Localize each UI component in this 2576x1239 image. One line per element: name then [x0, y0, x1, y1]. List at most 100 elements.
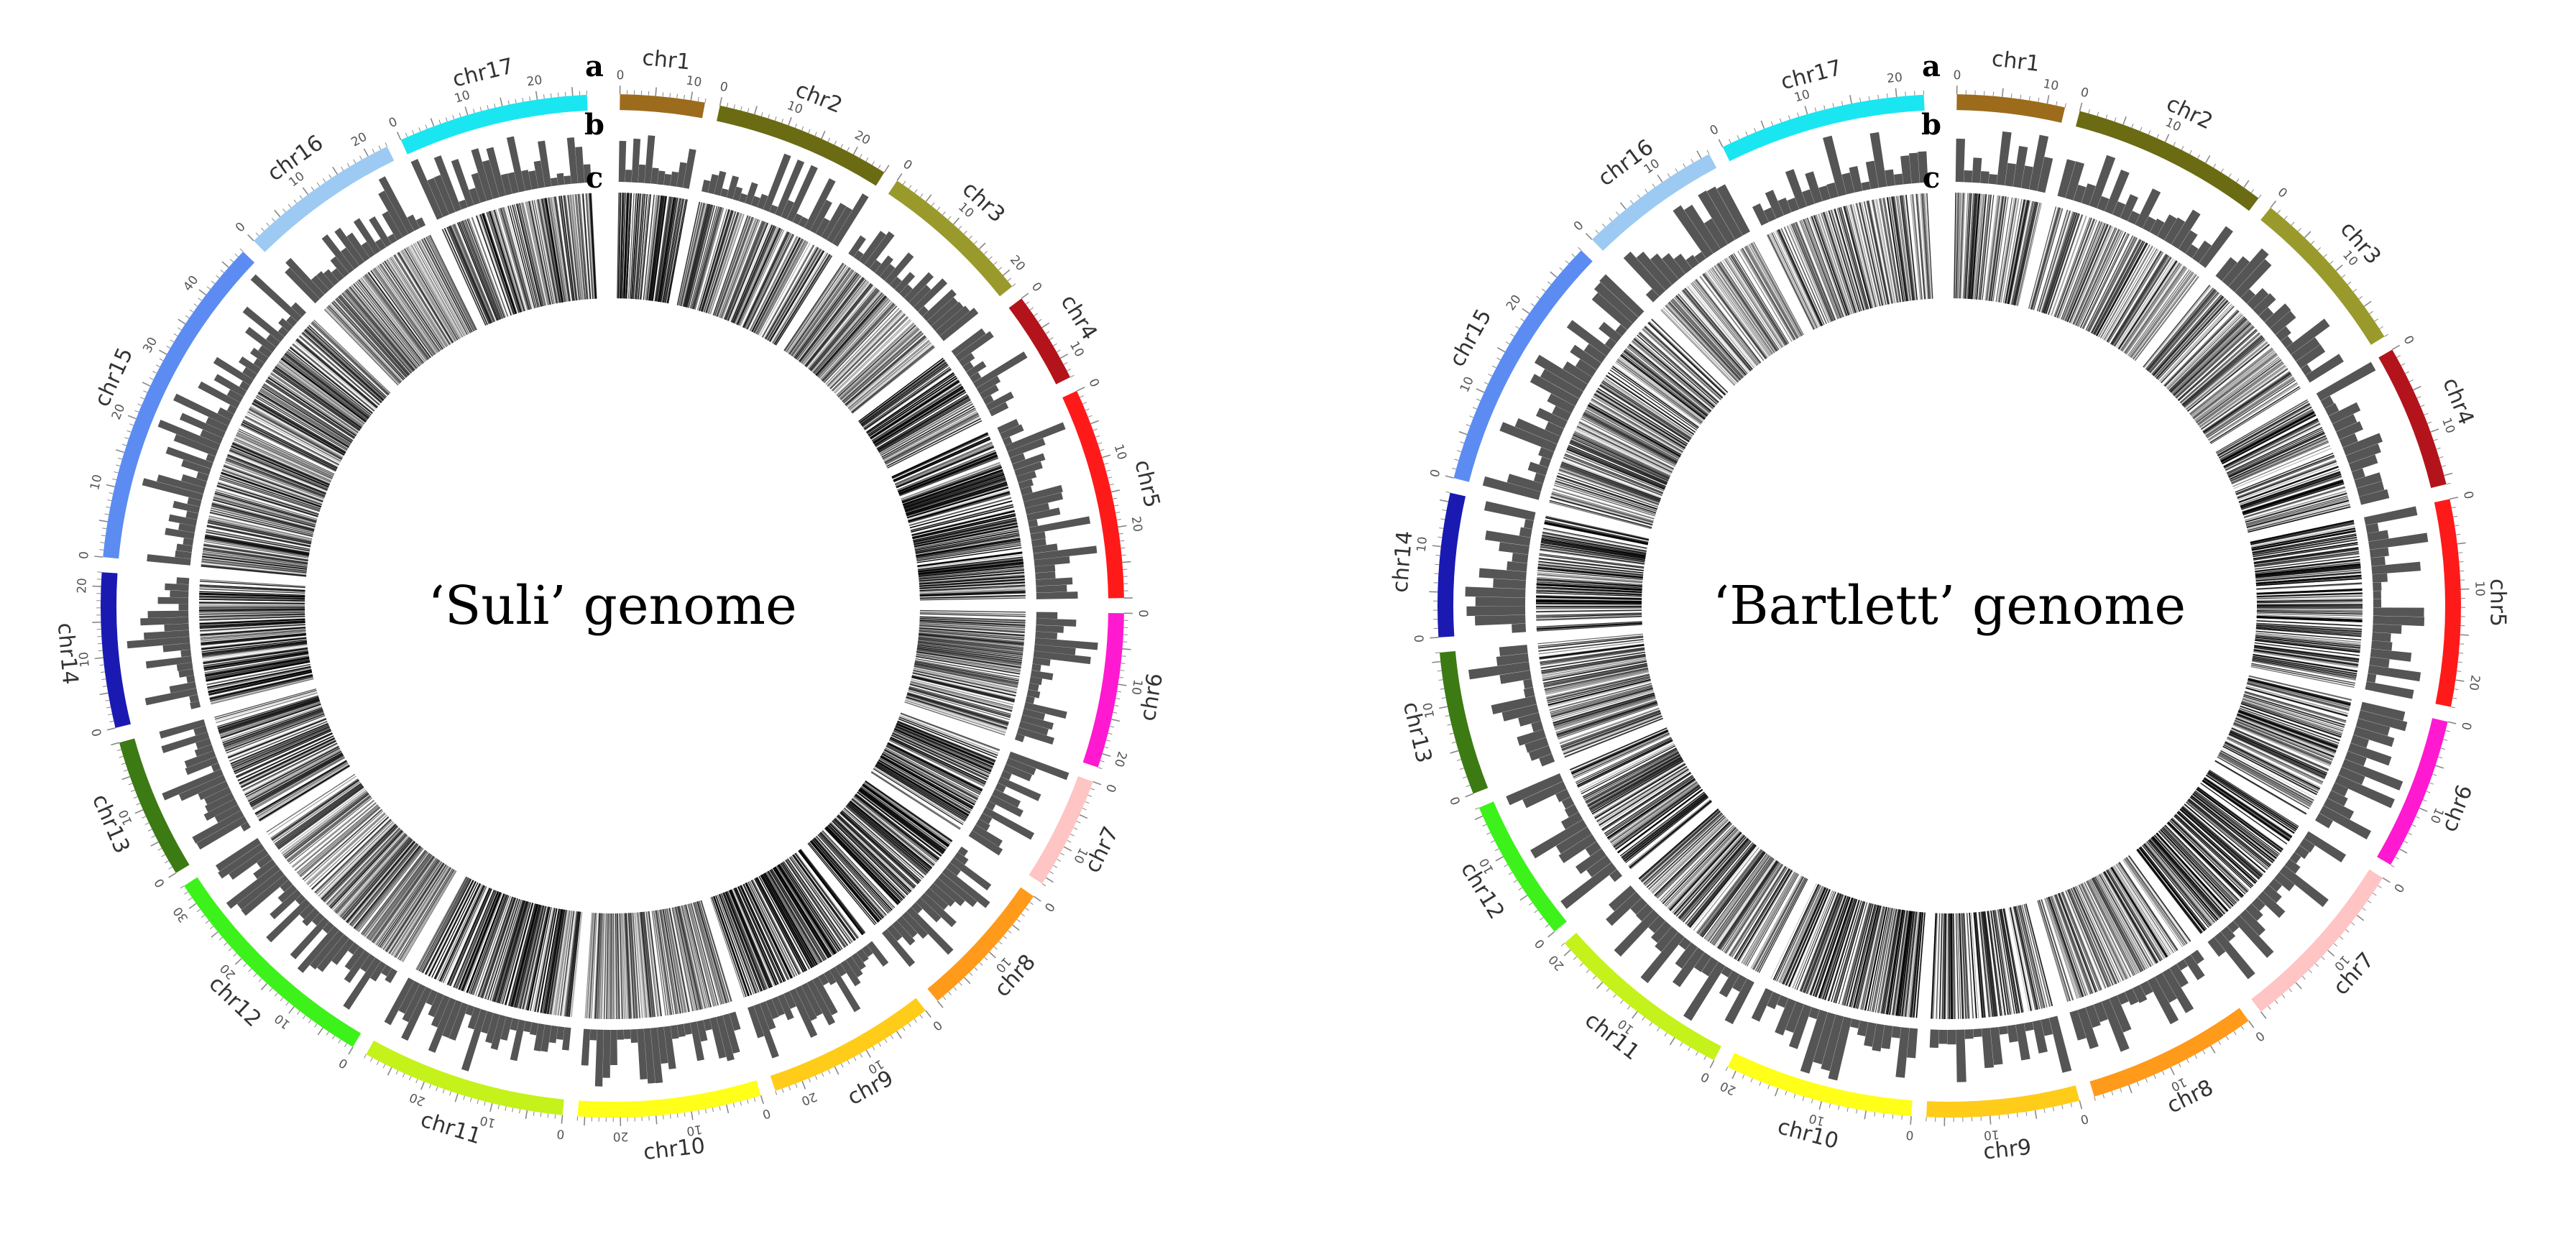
heatmap-line [226, 459, 325, 497]
scale-tick [1114, 505, 1119, 507]
scale-tick [1513, 880, 1518, 883]
scale-tick [2438, 756, 2443, 759]
histogram-bar [676, 162, 687, 188]
heatmap-line [824, 305, 898, 383]
scale-tick [2094, 1096, 2096, 1101]
heatmap-line [914, 664, 1018, 686]
tick-label: 0 [2460, 490, 2476, 501]
scale-tick [1505, 341, 1510, 345]
heatmap-line [819, 832, 891, 912]
histogram-bar [442, 1000, 463, 1038]
heatmap-line [878, 397, 970, 451]
heatmap-line [893, 438, 991, 482]
heatmap-line [231, 726, 330, 769]
heatmap-line [714, 216, 750, 316]
heatmap-line [919, 628, 1025, 638]
heatmap-line [553, 910, 570, 1015]
heatmap-line [223, 709, 323, 746]
scale-tick [2335, 264, 2343, 272]
histogram-bar [285, 267, 320, 304]
heatmap-line [917, 553, 1023, 568]
scale-tick [1456, 759, 1461, 761]
scale-tick [1457, 450, 1462, 453]
scale-tick [998, 941, 1003, 945]
heatmap-line [905, 699, 1006, 733]
heatmap-line [828, 824, 903, 901]
scale-tick [2240, 1026, 2245, 1030]
tick-label: 10 [1128, 678, 1145, 696]
heatmap-line [770, 251, 825, 342]
heatmap-line [903, 471, 1004, 507]
heatmap-line [908, 688, 1011, 718]
heatmap-line [899, 458, 999, 497]
heatmap-line [642, 911, 653, 1018]
histogram-bar [533, 1023, 546, 1051]
histogram-bar [589, 1029, 597, 1041]
scale-tick [494, 103, 496, 109]
heatmap-line [222, 707, 323, 744]
heatmap-line [203, 648, 308, 663]
heatmap-line [875, 390, 966, 446]
heatmap-line [788, 267, 851, 355]
heatmap-line [893, 729, 991, 773]
heatmap-line [393, 866, 451, 957]
tick-label: 30 [170, 904, 191, 925]
scale-tick [2291, 221, 2295, 226]
histogram-bar [178, 604, 189, 611]
heatmap-line [218, 699, 320, 733]
heatmap-line [783, 262, 844, 351]
heatmap-line [915, 535, 1020, 554]
genome-title: ‘Suli’ genome [428, 575, 797, 637]
heatmap-line [355, 847, 422, 931]
scale-tick [2404, 840, 2408, 844]
heatmap-line [883, 411, 978, 462]
heatmap-line [691, 206, 719, 309]
heatmap-line [250, 754, 344, 807]
heatmap-line [874, 765, 965, 822]
scale-tick [1504, 864, 1508, 867]
heatmap-line [919, 591, 1026, 596]
heatmap-line [856, 792, 942, 857]
heatmap-line [229, 450, 328, 491]
heatmap-line [911, 676, 1015, 702]
scale-tick [1067, 368, 1072, 372]
heatmap-line [607, 913, 610, 1019]
heatmap-line [881, 753, 975, 806]
heatmap-line [688, 903, 716, 1007]
histogram-bar [998, 776, 1041, 801]
heatmap-line [676, 906, 700, 1010]
heatmap-line [287, 350, 371, 417]
heatmap-line [712, 896, 749, 997]
histogram-bar [781, 200, 795, 220]
heatmap-line [838, 814, 916, 887]
heatmap-line [873, 385, 963, 443]
scale-tick [788, 1086, 791, 1091]
heatmap-line [434, 883, 482, 980]
heatmap-line [732, 888, 776, 986]
heatmap-line [804, 282, 872, 367]
histogram-bar [856, 949, 869, 963]
heatmap-line [620, 913, 625, 1019]
heatmap-line [480, 897, 515, 998]
scale-tick [149, 377, 154, 380]
heatmap-line [616, 913, 620, 1019]
heatmap-line [905, 700, 1006, 734]
histogram-bar [946, 862, 961, 876]
heatmap-line [875, 765, 966, 821]
tick-label: 40 [180, 273, 201, 294]
heatmap-line [876, 394, 968, 449]
scale-tick [1121, 655, 1126, 657]
heatmap-line [786, 264, 847, 353]
scale-tick [1110, 489, 1121, 493]
histogram-bar [703, 1018, 712, 1031]
heatmap-line [281, 358, 367, 423]
heatmap-line [265, 380, 355, 439]
histogram-bar [481, 1010, 494, 1034]
heatmap-line [877, 395, 969, 451]
heatmap-line [624, 913, 629, 1019]
heatmap-line [201, 561, 307, 574]
heatmap-line [226, 715, 326, 754]
heatmap-line [720, 218, 759, 318]
heatmap-line [918, 557, 1024, 571]
scale-tick [2444, 472, 2453, 476]
